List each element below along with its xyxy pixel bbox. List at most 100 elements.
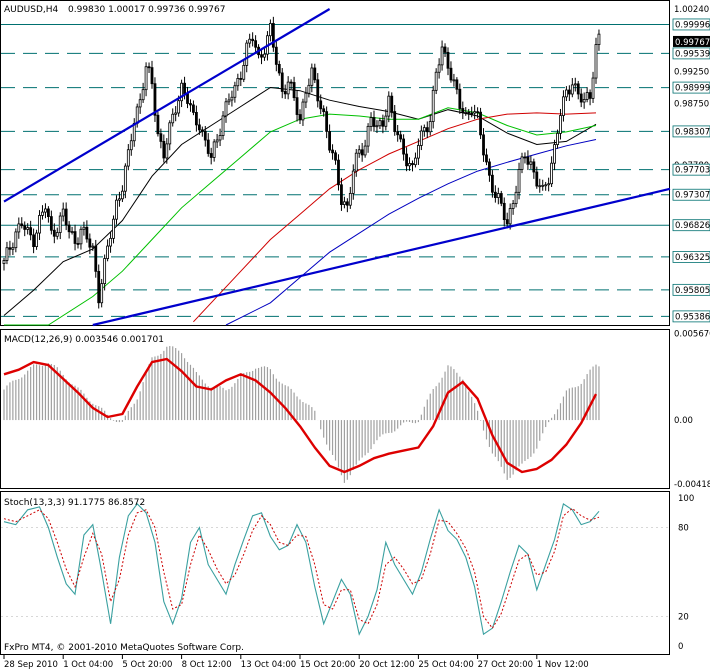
level-price-box: [672, 18, 710, 31]
candle-body: [488, 161, 491, 176]
candle-body: [416, 145, 420, 159]
candle-body: [544, 184, 548, 187]
time-axis-label: 8 Oct 12:00: [182, 660, 232, 670]
candle-body: [47, 208, 50, 217]
candle-body: [532, 161, 536, 173]
candle-body: [505, 219, 509, 225]
level-price-box: [672, 47, 710, 60]
level-price-label: 0.98999: [675, 84, 710, 94]
candle-body: [73, 231, 77, 244]
candle-body: [565, 89, 568, 98]
level-price-box: [672, 283, 710, 296]
candle-body: [212, 141, 216, 158]
candle-body: [357, 149, 361, 154]
candle-body: [26, 227, 30, 230]
candle-body: [425, 127, 429, 133]
moving-average-line: [225, 139, 597, 326]
level-price-label: 0.96826: [675, 221, 710, 231]
candle-body: [129, 140, 133, 151]
candle-body: [559, 115, 562, 134]
price-axis-tick-label: 1.00240: [674, 5, 709, 15]
candle-body: [100, 283, 104, 304]
candle-body: [230, 96, 234, 101]
candle-body: [328, 131, 332, 151]
candle-body: [94, 245, 98, 272]
candle-body: [499, 193, 503, 204]
candle-body: [141, 89, 145, 101]
candle-body: [351, 170, 355, 194]
candle-body: [298, 114, 302, 121]
price-axis-tick-label: 0.99250: [674, 68, 709, 78]
level-price-box: [672, 125, 710, 138]
candle-body: [493, 191, 497, 198]
candle-body: [476, 111, 480, 114]
time-axis-label: 25 Oct 04:00: [418, 660, 473, 670]
macd-title: MACD(12,26,9) 0.003546 0.001701: [4, 335, 164, 345]
candle-body: [58, 215, 62, 233]
candle-body: [115, 199, 118, 220]
candle-body: [470, 112, 474, 115]
candle-body: [233, 85, 237, 98]
candle-body: [227, 99, 231, 103]
candle-body: [550, 162, 553, 185]
candle-body: [8, 247, 12, 250]
candle-body: [123, 165, 127, 192]
candle-body: [405, 153, 408, 167]
candle-body: [523, 156, 527, 159]
axis-labels: 1.002400.992500.987500.977800.999960.995…: [3, 5, 710, 670]
level-price-label: 0.95386: [675, 312, 710, 322]
candle-body: [387, 95, 391, 117]
stoch-axis-tick-label: 80: [678, 524, 689, 534]
candle-body: [5, 247, 9, 261]
trendline-upper[interactable]: [3, 8, 331, 203]
candle-body: [520, 156, 524, 170]
candle-body: [582, 99, 586, 103]
candle-body: [260, 54, 263, 58]
price-panel[interactable]: [1, 8, 671, 327]
level-price-box: [672, 310, 710, 323]
candle-body: [245, 42, 249, 66]
candle-body: [79, 228, 83, 245]
candle-body: [159, 133, 163, 142]
candle-body: [35, 232, 38, 248]
candle-body: [23, 225, 27, 230]
candle-body: [11, 247, 15, 250]
candle-body: [206, 139, 210, 154]
price-axis-tick-label: 0.98750: [674, 99, 709, 109]
candle-body: [254, 40, 258, 48]
candle-body: [458, 88, 462, 109]
candle-body: [88, 238, 92, 248]
candle-body: [32, 234, 35, 248]
trendline-lower[interactable]: [92, 187, 671, 327]
candle-body: [121, 190, 124, 200]
level-price-label: 0.99996: [675, 20, 710, 30]
current-price-label: 0.99767: [675, 38, 710, 48]
macd-panel[interactable]: [3, 346, 600, 483]
level-price-label: 0.99539: [675, 49, 710, 59]
stoch-panel[interactable]: [1, 503, 669, 636]
candle-body: [570, 84, 574, 95]
candle-body: [168, 122, 172, 145]
candle-body: [434, 71, 438, 91]
candle-body: [221, 115, 225, 136]
macd-signal-line: [3, 357, 598, 474]
candle-body: [378, 120, 382, 127]
candle-body: [399, 134, 403, 140]
candle-body: [366, 125, 370, 147]
candle-body: [428, 121, 432, 133]
candle-body: [203, 130, 207, 141]
candle-body: [197, 124, 201, 131]
candle-body: [283, 91, 287, 95]
candle-body: [340, 184, 343, 205]
candle-body: [106, 245, 109, 259]
candle-body: [109, 237, 112, 247]
candle-body: [597, 33, 601, 45]
level-price-box: [672, 219, 710, 232]
price-title: AUDUSD,H4: [4, 5, 59, 15]
candle-body: [183, 82, 186, 95]
macd-axis-tick-label: -0.00418: [674, 480, 710, 490]
candle-body: [452, 79, 456, 82]
panel-frames: [0, 0, 670, 655]
candle-body: [390, 95, 394, 112]
candle-body: [52, 229, 56, 237]
